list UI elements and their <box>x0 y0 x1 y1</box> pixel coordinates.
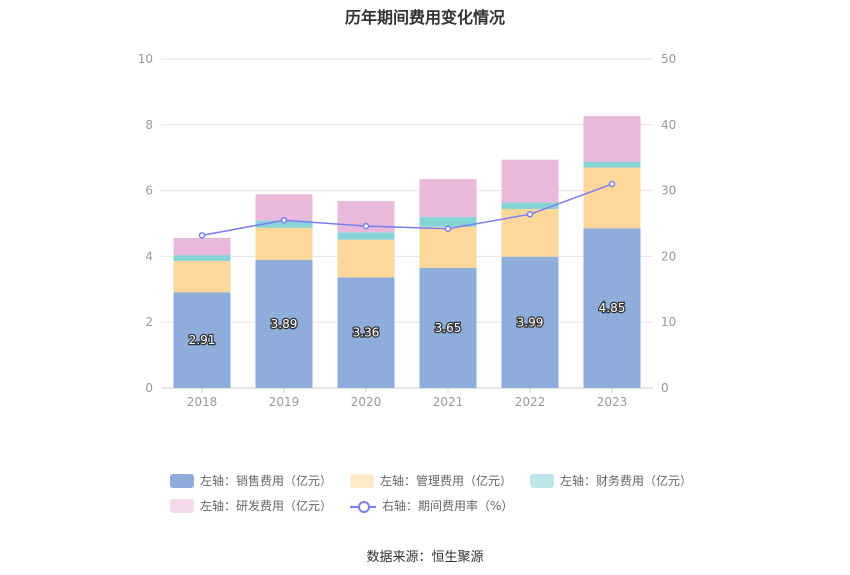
bar-value-label: 3.65 <box>435 321 462 335</box>
bar-segment <box>173 261 231 293</box>
legend-swatch <box>170 498 194 513</box>
legend-row: 左轴：销售费用（亿元） 左轴：管理费用（亿元） 左轴：财务费用（亿元） <box>170 472 710 489</box>
bar-segment <box>419 267 477 388</box>
x-axis-tick-label: 2023 <box>597 395 628 409</box>
bar-segment <box>583 228 641 388</box>
bar-segment <box>419 179 477 217</box>
stacked-bar-line-chart: 0 2 4 6 8 10 0 10 20 30 40 50 2018 2019 2020 2021 2022 20… <box>138 52 677 409</box>
chart-legend: 左轴：销售费用（亿元） 左轴：管理费用（亿元） 左轴：财务费用（亿元） 左轴：研发费用… <box>170 472 710 522</box>
bar-segment <box>583 167 641 229</box>
right-axis-tick-label: 10 <box>661 315 676 329</box>
left-axis-tick-label: 2 <box>145 315 153 329</box>
legend-label: 左轴：销售费用（亿元） <box>200 474 333 488</box>
bar-value-label: 4.85 <box>599 301 626 315</box>
x-axis-tick-label: 2021 <box>433 395 464 409</box>
right-axis-tick-label: 20 <box>661 249 676 263</box>
legend-label: 左轴：管理费用（亿元） <box>380 474 513 488</box>
x-axis-tick-label: 2020 <box>351 395 382 409</box>
line-point <box>608 180 616 188</box>
line-point <box>526 211 534 218</box>
legend-row: 左轴：研发费用（亿元） 右轴：期间费用率（%） <box>170 497 710 514</box>
bar-segment <box>337 277 395 388</box>
line-point <box>362 222 370 230</box>
bar-segment <box>419 216 477 227</box>
bar-segment <box>255 227 313 261</box>
legend-swatch <box>170 473 194 488</box>
legend-label: 左轴：研发费用（亿元） <box>200 499 333 513</box>
bar-segment <box>337 232 395 240</box>
right-axis-tick-label: 0 <box>661 381 669 395</box>
x-axis-tick-label: 2019 <box>269 395 300 409</box>
bar-segment <box>173 237 231 256</box>
legend-item[interactable]: 左轴：研发费用（亿元） <box>170 497 332 514</box>
bar-value-label: 3.99 <box>517 315 544 329</box>
legend-item[interactable]: 左轴：管理费用（亿元） <box>350 472 512 489</box>
legend-line-marker <box>350 499 377 513</box>
left-axis-tick-label: 6 <box>145 184 153 198</box>
bar-segment <box>173 292 231 388</box>
bar-segment <box>255 260 313 388</box>
line-point <box>198 232 206 239</box>
legend-swatch <box>350 473 375 488</box>
series-line <box>201 183 613 237</box>
right-axis-tick-label: 40 <box>661 118 676 132</box>
legend-label: 右轴：期间费用率（%） <box>382 499 514 513</box>
left-axis-tick-label: 0 <box>145 381 153 395</box>
legend-swatch <box>530 473 555 488</box>
line-point <box>444 225 452 233</box>
right-axis-tick-label: 30 <box>661 184 676 198</box>
bar-value-label: 2.91 <box>189 333 216 347</box>
legend-label: 左轴：财务费用（亿元） <box>560 474 693 488</box>
bar-segment <box>583 115 641 162</box>
right-axis-tick-label: 50 <box>661 52 676 66</box>
bar-value-label: 3.89 <box>271 317 298 331</box>
data-source-note: 数据来源：恒生聚源 <box>366 550 484 565</box>
chart-title: 历年期间费用变化情况 <box>344 8 505 27</box>
legend-item[interactable]: 左轴：销售费用（亿元） <box>170 472 332 489</box>
bar-segment <box>501 256 559 388</box>
left-axis-tick-label: 4 <box>145 249 153 263</box>
left-axis-tick-label: 8 <box>145 118 153 132</box>
bar-segment <box>255 194 313 221</box>
legend-item[interactable]: 右轴：期间费用率（%） <box>350 497 513 514</box>
left-axis-tick-label: 10 <box>138 52 153 66</box>
line-point <box>280 216 288 224</box>
bar-segment <box>583 161 641 168</box>
bar-value-label: 3.36 <box>353 326 380 340</box>
legend-item[interactable]: 左轴：财务费用（亿元） <box>530 472 692 489</box>
bar-segment <box>173 255 231 262</box>
bar-segment <box>337 239 395 278</box>
bar-segment <box>419 226 477 268</box>
x-axis-tick-label: 2022 <box>515 395 546 409</box>
x-axis-tick-label: 2018 <box>187 395 218 409</box>
bar-segment <box>501 202 559 210</box>
bar-segment <box>501 159 559 203</box>
bar-segment <box>255 220 313 228</box>
